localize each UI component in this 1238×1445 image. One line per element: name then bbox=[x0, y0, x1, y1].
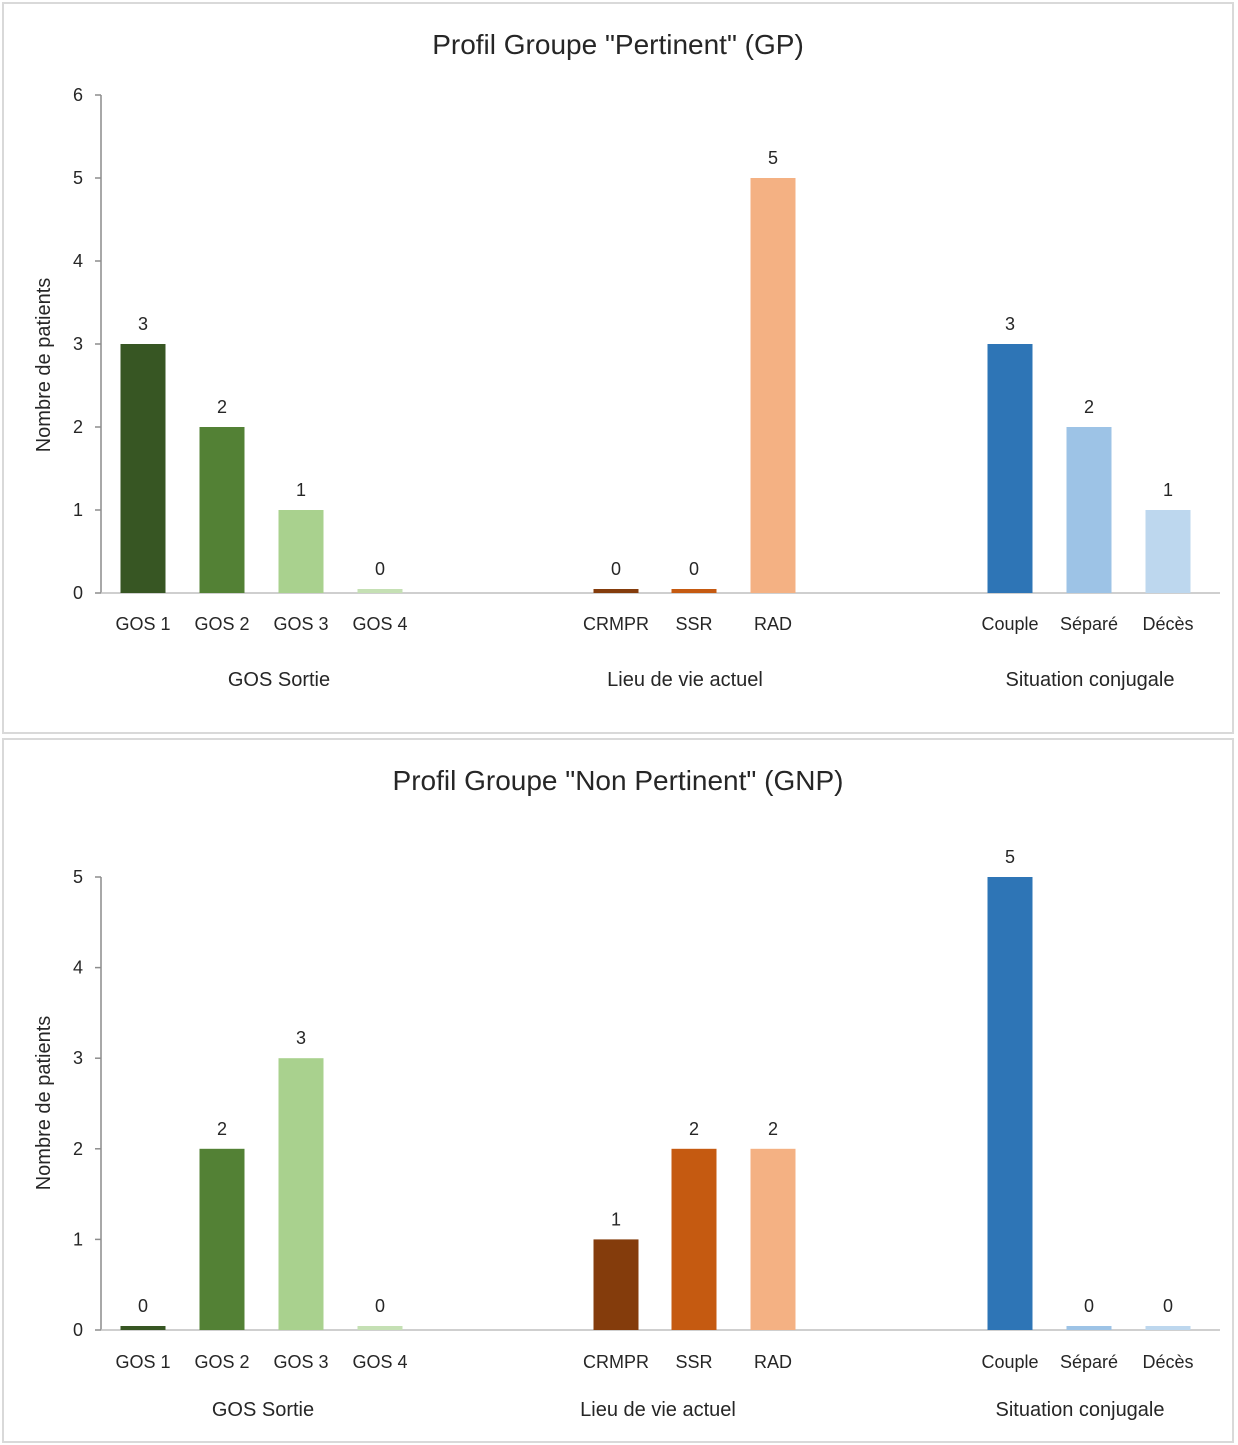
y-tick-label: 4 bbox=[73, 251, 83, 271]
category-label: GOS 4 bbox=[352, 614, 407, 634]
y-tick-label: 5 bbox=[73, 168, 83, 188]
category-label: Couple bbox=[981, 1352, 1038, 1372]
bar bbox=[1066, 1326, 1112, 1330]
chart-gp: Profil Groupe "Pertinent" (GP) Nombre de … bbox=[33, 29, 1220, 691]
data-label: 0 bbox=[1084, 1296, 1094, 1316]
category-label: GOS 2 bbox=[194, 614, 249, 634]
y-tick-label: 3 bbox=[73, 1048, 83, 1068]
y-tick-label: 1 bbox=[73, 500, 83, 520]
data-label: 1 bbox=[611, 1209, 621, 1229]
bar bbox=[593, 589, 639, 593]
data-label: 2 bbox=[768, 1119, 778, 1139]
y-tick-label: 5 bbox=[73, 867, 83, 887]
data-label: 5 bbox=[768, 148, 778, 168]
data-label: 0 bbox=[375, 559, 385, 579]
category-label: SSR bbox=[675, 614, 712, 634]
group-label: GOS Sortie bbox=[212, 1399, 314, 1421]
data-label: 1 bbox=[1163, 480, 1173, 500]
category-label: GOS 3 bbox=[273, 1352, 328, 1372]
y-tick-label: 1 bbox=[73, 1229, 83, 1249]
data-label: 2 bbox=[1084, 397, 1094, 417]
bar bbox=[1145, 510, 1191, 593]
data-label: 0 bbox=[375, 1296, 385, 1316]
data-label: 2 bbox=[217, 1119, 227, 1139]
category-label: Décès bbox=[1142, 614, 1193, 634]
bar bbox=[750, 1148, 796, 1330]
bar bbox=[987, 877, 1033, 1330]
bar bbox=[1066, 427, 1112, 593]
category-label: Couple bbox=[981, 614, 1038, 634]
category-label: CRMPR bbox=[583, 614, 649, 634]
category-label: Séparé bbox=[1060, 614, 1118, 634]
bar bbox=[357, 1326, 403, 1330]
bar bbox=[120, 344, 166, 593]
y-tick-label: 4 bbox=[73, 958, 83, 978]
group-label: Situation conjugale bbox=[1005, 669, 1174, 691]
data-label: 3 bbox=[1005, 314, 1015, 334]
data-label: 0 bbox=[689, 559, 699, 579]
data-label: 3 bbox=[296, 1028, 306, 1048]
chart-gnp: Profil Groupe "Non Pertinent" (GNP) Nombr… bbox=[33, 765, 1220, 1421]
category-label: GOS 4 bbox=[352, 1352, 407, 1372]
category-label: Séparé bbox=[1060, 1352, 1118, 1372]
bar bbox=[1145, 1326, 1191, 1330]
data-label: 0 bbox=[1163, 1296, 1173, 1316]
category-label: SSR bbox=[675, 1352, 712, 1372]
bar bbox=[987, 344, 1033, 593]
group-label: Lieu de vie actuel bbox=[607, 669, 763, 691]
data-label: 3 bbox=[138, 314, 148, 334]
category-label: CRMPR bbox=[583, 1352, 649, 1372]
y-tick-label: 2 bbox=[73, 417, 83, 437]
bar bbox=[278, 1058, 324, 1330]
bar bbox=[671, 1148, 717, 1330]
data-label: 0 bbox=[611, 559, 621, 579]
category-label: GOS 2 bbox=[194, 1352, 249, 1372]
y-tick-label: 6 bbox=[73, 85, 83, 105]
bar bbox=[278, 510, 324, 593]
category-label: GOS 1 bbox=[115, 1352, 170, 1372]
y-tick-label: 0 bbox=[73, 583, 83, 603]
y-tick-label: 2 bbox=[73, 1139, 83, 1159]
category-label: GOS 3 bbox=[273, 614, 328, 634]
group-label: Situation conjugale bbox=[995, 1399, 1164, 1421]
bar bbox=[120, 1326, 166, 1330]
y-axis-label: Nombre de patients bbox=[33, 1016, 55, 1191]
group-label: GOS Sortie bbox=[228, 669, 330, 691]
y-axis-label: Nombre de patients bbox=[33, 278, 55, 453]
bar bbox=[750, 178, 796, 593]
bar bbox=[357, 589, 403, 593]
category-label: RAD bbox=[754, 1352, 792, 1372]
data-label: 1 bbox=[296, 480, 306, 500]
chart-title: Profil Groupe "Pertinent" (GP) bbox=[432, 29, 804, 60]
data-label: 0 bbox=[138, 1296, 148, 1316]
category-label: RAD bbox=[754, 614, 792, 634]
group-label: Lieu de vie actuel bbox=[580, 1399, 736, 1421]
y-tick-label: 3 bbox=[73, 334, 83, 354]
data-label: 5 bbox=[1005, 847, 1015, 867]
chart-title: Profil Groupe "Non Pertinent" (GNP) bbox=[393, 765, 844, 796]
category-label: Décès bbox=[1142, 1352, 1193, 1372]
y-tick-label: 0 bbox=[73, 1320, 83, 1340]
bar bbox=[593, 1239, 639, 1330]
data-label: 2 bbox=[689, 1119, 699, 1139]
data-label: 2 bbox=[217, 397, 227, 417]
bar bbox=[199, 427, 245, 593]
category-label: GOS 1 bbox=[115, 614, 170, 634]
bar bbox=[671, 589, 717, 593]
bar bbox=[199, 1148, 245, 1330]
